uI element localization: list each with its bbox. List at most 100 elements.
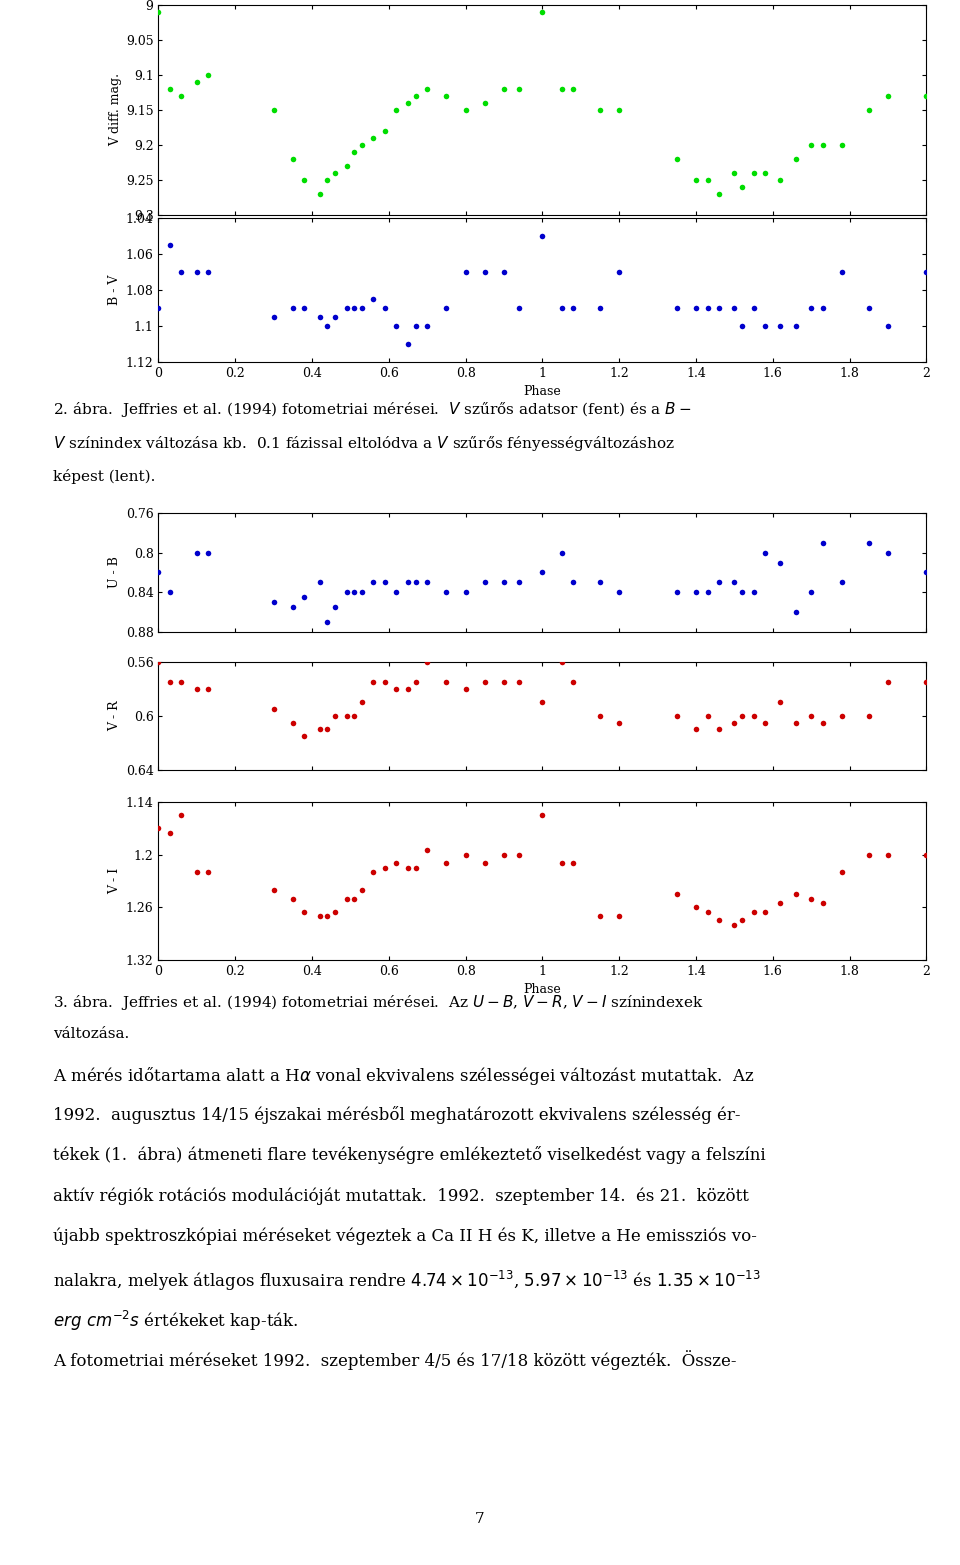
Point xyxy=(512,570,527,595)
Point xyxy=(439,296,454,321)
Point xyxy=(297,296,312,321)
Point xyxy=(354,690,370,715)
Point xyxy=(734,313,750,338)
Text: 2. ábra.  Jeffries et al. (1994) fotometriai mérései.  $V$ szűrős adatsor (fent): 2. ábra. Jeffries et al. (1994) fotometr… xyxy=(53,401,691,419)
Point xyxy=(151,0,166,25)
Point xyxy=(297,585,312,610)
Text: $erg\ cm^{-2}s$ értékeket kap-ták.: $erg\ cm^{-2}s$ értékeket kap-ták. xyxy=(53,1310,299,1333)
Point xyxy=(919,260,934,285)
Point xyxy=(377,570,393,595)
Point xyxy=(773,313,788,338)
Point xyxy=(327,900,343,925)
Point xyxy=(266,878,281,903)
Point xyxy=(420,313,435,338)
Point xyxy=(297,167,312,192)
Text: 7: 7 xyxy=(475,1512,485,1526)
Point xyxy=(201,540,216,565)
Point xyxy=(788,313,804,338)
Point xyxy=(880,842,896,867)
Point xyxy=(327,305,343,330)
Point xyxy=(727,711,742,736)
Text: 1992.  augusztus 14/15 éjszakai mérésből meghatározott ekvivalens szélesség ér-: 1992. augusztus 14/15 éjszakai mérésből … xyxy=(53,1106,740,1124)
Point xyxy=(366,125,381,150)
Point xyxy=(420,77,435,102)
Point xyxy=(612,903,627,928)
Point xyxy=(757,161,773,186)
Point xyxy=(554,540,569,565)
Point xyxy=(320,717,335,742)
Point xyxy=(320,313,335,338)
Point xyxy=(458,676,473,701)
Point xyxy=(746,161,761,186)
Point xyxy=(420,570,435,595)
Point xyxy=(285,711,300,736)
Point xyxy=(880,540,896,565)
Point xyxy=(565,851,581,876)
Point xyxy=(354,133,370,158)
Point xyxy=(592,97,608,122)
Point xyxy=(151,296,166,321)
Point xyxy=(347,886,362,911)
Point xyxy=(669,881,684,906)
Point xyxy=(834,570,850,595)
Point xyxy=(297,723,312,748)
Point xyxy=(815,711,830,736)
Point xyxy=(880,313,896,338)
Point xyxy=(312,717,327,742)
Point xyxy=(746,900,761,925)
Point xyxy=(366,286,381,311)
Point xyxy=(174,260,189,285)
Point xyxy=(408,570,423,595)
Point xyxy=(400,676,416,701)
Point xyxy=(727,296,742,321)
Point xyxy=(757,313,773,338)
Point xyxy=(201,63,216,88)
Point xyxy=(347,579,362,604)
Point xyxy=(815,531,830,556)
Point xyxy=(592,296,608,321)
Point xyxy=(320,609,335,634)
Point xyxy=(347,296,362,321)
Point xyxy=(458,260,473,285)
Point xyxy=(285,296,300,321)
Point xyxy=(834,133,850,158)
Point xyxy=(162,77,178,102)
Point xyxy=(266,305,281,330)
Point xyxy=(592,570,608,595)
Point xyxy=(389,97,404,122)
Point xyxy=(669,704,684,729)
Point xyxy=(312,305,327,330)
Point xyxy=(320,903,335,928)
Point xyxy=(688,717,704,742)
Point xyxy=(535,0,550,25)
Point xyxy=(773,549,788,574)
Point xyxy=(746,704,761,729)
Point xyxy=(919,560,934,585)
Point xyxy=(612,579,627,604)
Point xyxy=(734,579,750,604)
Point xyxy=(788,711,804,736)
Point xyxy=(151,815,166,840)
Point xyxy=(458,842,473,867)
Point xyxy=(919,670,934,695)
Point xyxy=(512,670,527,695)
Point xyxy=(700,579,715,604)
Point xyxy=(734,704,750,729)
Point xyxy=(174,803,189,828)
Point xyxy=(773,690,788,715)
Point xyxy=(565,296,581,321)
Point xyxy=(347,139,362,164)
Point xyxy=(700,900,715,925)
Point xyxy=(711,908,727,933)
Point xyxy=(861,97,876,122)
Point xyxy=(554,296,569,321)
Point xyxy=(700,296,715,321)
Point xyxy=(354,296,370,321)
Point xyxy=(565,77,581,102)
Point xyxy=(804,133,819,158)
Point xyxy=(688,895,704,920)
Point xyxy=(377,296,393,321)
Point xyxy=(700,167,715,192)
Point xyxy=(162,670,178,695)
Point xyxy=(174,670,189,695)
